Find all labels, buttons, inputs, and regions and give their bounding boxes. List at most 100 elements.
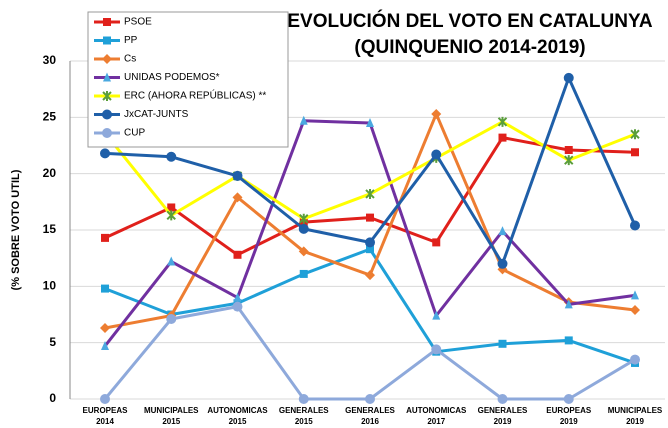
y-tick-label: 5 [49, 335, 56, 349]
marker [630, 304, 640, 315]
marker [366, 245, 374, 254]
marker [497, 394, 508, 404]
marker [166, 151, 177, 162]
legend-label: PP [124, 35, 138, 46]
marker [103, 36, 111, 45]
marker [564, 299, 573, 309]
marker [431, 108, 442, 119]
marker [630, 354, 640, 365]
marker [166, 210, 176, 221]
x-tick-label: MUNICIPALES 2015 [144, 406, 199, 426]
marker [630, 129, 640, 140]
marker [233, 250, 242, 259]
marker [631, 148, 639, 157]
marker [103, 18, 111, 26]
series-line [103, 305, 636, 401]
marker [365, 237, 375, 248]
series-line [104, 247, 636, 365]
x-tick-line: AUTONOMICAS [406, 406, 467, 415]
y-tick-label: 20 [43, 166, 57, 180]
x-tick-line: MUNICIPALES [144, 406, 199, 415]
x-tick-label: GENERALES 2019 [478, 406, 528, 426]
marker [100, 323, 110, 334]
marker [103, 72, 111, 82]
x-tick-label: EUROPEAS 2019 [546, 406, 592, 426]
x-tick-line: GENERALES [279, 406, 329, 415]
x-tick-line: 2019 [626, 417, 644, 426]
marker [497, 258, 508, 269]
x-tick-label: AUTONOMICAS 2015 [207, 406, 268, 426]
marker [564, 155, 574, 166]
marker [167, 256, 176, 266]
marker [431, 344, 442, 355]
marker [432, 238, 441, 247]
legend: PSOE PP Cs UNIDAS PODEMOS* ERC (AHORA REPÚBL… [87, 11, 289, 148]
marker [100, 394, 110, 404]
y-tick-label: 30 [43, 53, 57, 67]
marker [366, 213, 374, 222]
marker [232, 170, 243, 181]
marker [365, 270, 375, 281]
marker [167, 203, 176, 212]
marker [498, 133, 507, 142]
marker [365, 188, 375, 199]
marker [233, 292, 242, 302]
marker [101, 341, 109, 351]
marker [498, 226, 507, 236]
marker [102, 91, 112, 101]
marker [101, 233, 109, 242]
marker [166, 314, 177, 325]
marker [232, 301, 243, 312]
chart-subtitle: (QUINQUENIO 2014-2019) [354, 37, 585, 58]
x-tick-line: GENERALES [478, 406, 528, 415]
x-tick-line: MUNICIPALES [608, 406, 663, 415]
legend-label: CUP [124, 128, 145, 139]
legend-label: UNIDAS PODEMOS* [124, 72, 220, 83]
marker [563, 394, 574, 404]
legend-label: ERC (AHORA REPÚBLICAS) ** [124, 89, 266, 102]
legend-label: JxCAT-JUNTS [124, 109, 189, 120]
marker [498, 339, 507, 348]
marker [299, 269, 308, 278]
marker [298, 223, 309, 234]
x-tick-line: 2019 [494, 417, 512, 426]
marker [431, 149, 442, 160]
marker [497, 116, 508, 127]
x-tick-label: MUNICIPALES 2019 [608, 406, 663, 426]
marker [102, 54, 112, 64]
marker [299, 115, 308, 125]
legend-box [87, 11, 289, 148]
x-tick-label: EUROPEAS 2014 [83, 406, 129, 426]
marker [432, 310, 441, 320]
marker [564, 336, 573, 345]
marker [299, 213, 309, 224]
marker [100, 148, 110, 159]
legend-label: Cs [124, 54, 136, 65]
marker [102, 128, 112, 138]
x-tick-line: 2016 [361, 417, 379, 426]
x-tick-label: GENERALES 2016 [345, 406, 395, 426]
legend-label: PSOE [124, 17, 152, 28]
marker [631, 290, 639, 300]
x-tick-label: GENERALES 2015 [279, 406, 329, 426]
y-axis-label: (% SOBRE VOTO UTIL) [10, 169, 22, 290]
marker [298, 246, 309, 257]
x-tick-line: 2017 [427, 417, 445, 426]
marker [563, 72, 574, 83]
y-tick-label: 15 [43, 222, 57, 236]
y-tick-label: 10 [43, 279, 57, 293]
marker [564, 146, 573, 155]
marker [232, 192, 243, 203]
marker [298, 394, 309, 404]
x-tick-line: 2019 [560, 417, 578, 426]
marker [101, 284, 109, 293]
x-tick-line: EUROPEAS [83, 406, 129, 415]
x-tick-line: 2015 [295, 417, 313, 426]
x-tick-line: GENERALES [345, 406, 395, 415]
x-tick-line: 2015 [162, 417, 180, 426]
x-tick-line: EUROPEAS [546, 406, 592, 415]
y-tick-label: 25 [43, 110, 57, 124]
x-tick-label: AUTONOMICAS 2017 [406, 406, 467, 426]
marker [365, 394, 375, 404]
